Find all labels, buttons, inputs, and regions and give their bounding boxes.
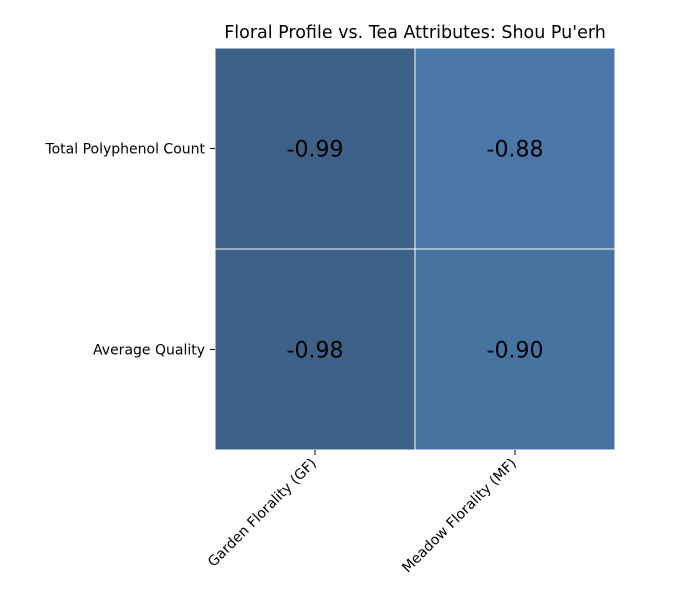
heatmap-cell	[214, 47, 416, 250]
y-tick-label: Average Quality	[93, 343, 205, 359]
heatmap-cells	[214, 47, 616, 451]
heatmap-cell-labels: -0.99 -0.88 -0.98 -0.90	[287, 138, 544, 364]
x-tick-label: Garden Florality (GF)	[205, 456, 320, 571]
y-tick-label: Total Polyphenol Count	[44, 142, 205, 158]
chart-title: Floral Profile vs. Tea Attributes: Shou …	[224, 23, 606, 43]
cell-value-label: -0.90	[487, 339, 544, 364]
x-tick-label: Meadow Florality (MF)	[399, 456, 520, 577]
cell-value-label: -0.99	[287, 138, 344, 163]
heatmap-cell	[214, 248, 416, 451]
y-axis: Total Polyphenol Count Average Quality	[44, 142, 215, 359]
heatmap-cell	[414, 248, 616, 451]
heatmap-cell	[414, 47, 616, 250]
x-axis: Garden Florality (GF) Meadow Florality (M…	[205, 450, 520, 576]
cell-value-label: -0.88	[487, 138, 544, 163]
cell-value-label: -0.98	[287, 339, 344, 364]
